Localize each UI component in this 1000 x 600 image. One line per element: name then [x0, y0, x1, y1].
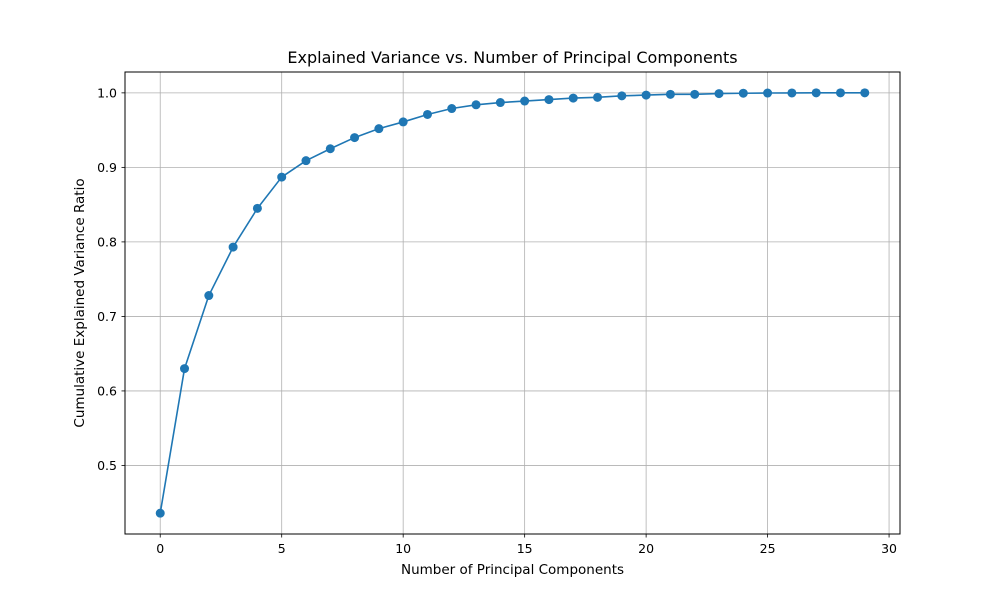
y-tick-label: 0.8 — [97, 234, 117, 249]
y-tick-label: 0.6 — [97, 383, 117, 398]
data-point — [738, 88, 748, 98]
data-point — [520, 96, 530, 106]
y-tick-label: 0.7 — [97, 309, 117, 324]
data-point — [252, 203, 262, 213]
data-point — [811, 88, 821, 98]
data-point — [277, 172, 287, 182]
data-point — [665, 89, 675, 99]
x-tick-label: 10 — [395, 541, 411, 556]
x-tick-label: 20 — [638, 541, 654, 556]
data-point — [835, 88, 845, 98]
y-axis-label: Cumulative Explained Variance Ratio — [72, 178, 88, 427]
x-tick-label: 30 — [881, 541, 897, 556]
data-point — [447, 104, 457, 114]
data-point — [568, 93, 578, 103]
axis-ticks: 0 5 10 15 20 25 30 0.5 0.6 0.7 0.8 0.9 1.0 — [97, 85, 897, 556]
data-point — [155, 508, 165, 518]
data-point — [690, 89, 700, 99]
data-point — [641, 90, 651, 100]
chart-title: Explained Variance vs. Number of Princip… — [287, 48, 737, 67]
y-tick-label: 0.9 — [97, 160, 117, 175]
data-point — [204, 291, 214, 301]
data-point — [471, 100, 481, 110]
data-point — [787, 88, 797, 98]
data-point — [325, 144, 335, 154]
data-point — [398, 117, 408, 127]
x-tick-label: 0 — [156, 541, 164, 556]
data-point — [617, 91, 627, 101]
data-point — [495, 98, 505, 108]
data-point — [228, 242, 238, 252]
data-point — [763, 88, 773, 98]
data-point — [301, 156, 311, 166]
data-point — [593, 92, 603, 102]
data-series — [155, 88, 870, 518]
data-point — [374, 124, 384, 134]
x-tick-label: 15 — [517, 541, 533, 556]
data-point — [350, 133, 360, 143]
data-point — [860, 88, 870, 98]
plot-area-frame — [124, 71, 901, 535]
x-tick-label: 5 — [278, 541, 286, 556]
data-point — [544, 95, 554, 105]
y-tick-label: 0.5 — [97, 458, 117, 473]
x-axis-label: Number of Principal Components — [401, 562, 624, 578]
y-tick-label: 1.0 — [97, 85, 117, 100]
data-point — [714, 89, 724, 99]
data-point — [422, 109, 432, 119]
data-point — [180, 364, 190, 374]
x-tick-label: 25 — [760, 541, 776, 556]
